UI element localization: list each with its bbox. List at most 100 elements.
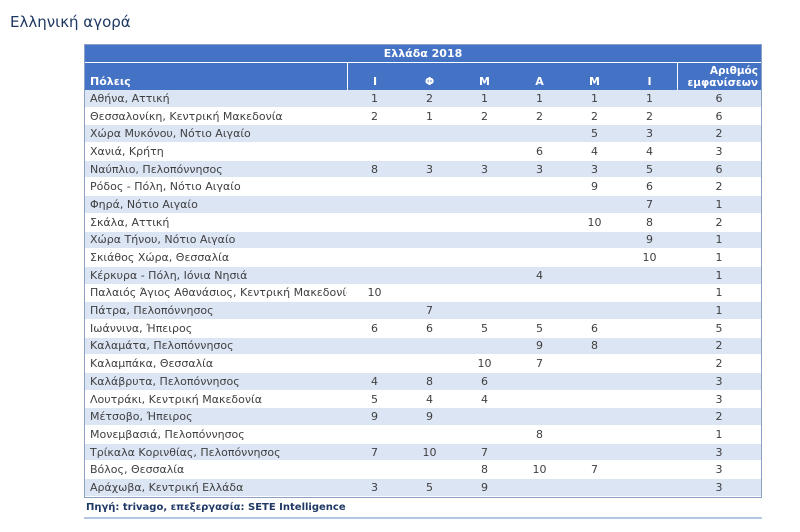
count-cell: 2: [715, 339, 723, 353]
month-value-cell: 7: [536, 357, 543, 371]
month-value-cell: 2: [646, 109, 653, 123]
city-cell: Καλάβρυτα, Πελοπόννησος: [90, 374, 240, 388]
month-value-cell: 8: [481, 463, 488, 477]
city-cell: Μονεμβασιά, Πελοπόννησος: [90, 427, 245, 441]
column-header-row: Πόλεις Ι Φ Μ Α Μ Ι Αριθμός εμφανίσεων: [85, 63, 761, 90]
count-cell: 3: [715, 463, 723, 477]
table-row: Ναύπλιο, Πελοπόννησος 8 3 3 3 3 5 6: [85, 160, 761, 179]
table-row: Πάτρα, Πελοπόννησος 7 1: [85, 302, 761, 320]
month-value-cell: 1: [371, 91, 378, 105]
count-cell: 5: [715, 321, 723, 335]
table-row: Καλάβρυτα, Πελοπόννησος 4 8 6 3: [85, 373, 761, 391]
month-column-header: Ι: [347, 63, 402, 90]
city-cell: Θεσσαλονίκη, Κεντρική Μακεδονία: [90, 109, 283, 123]
month-value-cell: 5: [371, 392, 378, 406]
month-value-cell: 2: [481, 109, 488, 123]
month-column-header: Μ: [589, 75, 600, 88]
table-row: Παλαιός Άγιος Αθανάσιος, Κεντρική Μακεδο…: [85, 284, 761, 303]
city-cell: Ρόδος - Πόλη, Νότιο Αιγαίο: [90, 180, 241, 194]
city-cell: Ιωάννινα, Ήπειρος: [90, 321, 193, 335]
month-value-cell: 7: [371, 445, 378, 459]
city-cell: Παλαιός Άγιος Αθανάσιος, Κεντρική Μακεδο…: [90, 286, 347, 300]
month-value-cell: 3: [536, 162, 543, 176]
table-row: Αράχωβα, Κεντρική Ελλάδα 3 5 9 3: [85, 479, 761, 497]
count-cell: 2: [715, 410, 723, 424]
city-cell: Τρίκαλα Κορινθίας, Πελοπόννησος: [90, 445, 281, 459]
month-value-cell: 4: [536, 268, 543, 282]
month-value-cell: 7: [646, 197, 653, 211]
table-row: Μονεμβασιά, Πελοπόννησος 8 1: [85, 426, 761, 444]
month-value-cell: 7: [591, 463, 598, 477]
table-row: Κέρκυρα - Πόλη, Ιόνια Νησιά 4 1: [85, 266, 761, 285]
city-cell: Σκιάθος Χώρα, Θεσσαλία: [90, 251, 230, 265]
month-value-cell: 10: [367, 286, 382, 300]
count-cell: 3: [715, 374, 723, 388]
count-cell: 3: [715, 144, 723, 158]
table-row: Λουτράκι, Κεντρική Μακεδονία 5 4 4 3: [85, 390, 761, 409]
month-value-cell: 2: [591, 109, 598, 123]
month-value-cell: 10: [642, 251, 657, 265]
month-value-cell: 9: [646, 233, 653, 247]
page-title: Ελληνική αγορά: [10, 13, 131, 31]
count-cell: 2: [715, 180, 723, 194]
month-value-cell: 1: [426, 109, 433, 123]
table-row: Ιωάννινα, Ήπειρος 6 6 5 5 6 5: [85, 319, 761, 338]
month-value-cell: 9: [591, 180, 598, 194]
month-value-cell: 2: [371, 109, 378, 123]
city-cell: Καλαμάτα, Πελοπόννησος: [90, 339, 234, 353]
month-column-header: Μ: [479, 75, 490, 88]
city-cell: Βόλος, Θεσσαλία: [90, 463, 185, 477]
month-value-cell: 3: [481, 162, 488, 176]
city-cell: Χώρα Τήνου, Νότιο Αιγαίο: [90, 233, 236, 247]
month-value-cell: 9: [426, 410, 433, 424]
count-cell: 3: [715, 445, 723, 459]
city-cell: Κέρκυρα - Πόλη, Ιόνια Νησιά: [90, 268, 248, 282]
month-value-cell: 9: [481, 480, 488, 494]
month-value-cell: 6: [481, 374, 488, 388]
month-column-header: Φ: [424, 75, 435, 88]
city-cell: Μέτσοβο, Ήπειρος: [90, 410, 193, 424]
table-row: Χανιά, Κρήτη 6 4 4 3: [85, 143, 761, 161]
month-value-cell: 1: [481, 91, 488, 105]
table-row: Φηρά, Νότιο Αιγαίο 7 1: [85, 196, 761, 214]
city-cell: Αθήνα, Αττική: [90, 91, 170, 105]
month-value-cell: 4: [591, 144, 598, 158]
month-value-cell: 5: [646, 162, 653, 176]
table-row: Χώρα Τήνου, Νότιο Αιγαίο 9 1: [85, 231, 761, 250]
month-value-cell: 10: [587, 215, 602, 229]
city-cell: Χώρα Μυκόνου, Νότιο Αιγαίο: [90, 127, 251, 141]
count-cell: 1: [715, 286, 723, 300]
month-value-cell: 8: [536, 427, 543, 441]
month-value-cell: 3: [371, 480, 378, 494]
count-cell: 6: [715, 162, 723, 176]
city-cell: Σκάλα, Αττική: [90, 215, 170, 229]
table-row: Αθήνα, Αττική 1 2 1 1 1 1 6: [85, 90, 761, 108]
month-value-cell: 4: [646, 144, 653, 158]
table-main: Ελλάδα 2018 Πόλεις Ι Φ Μ Α Μ Ι Αριθμός εμφανί…: [84, 44, 762, 498]
month-value-cell: 3: [646, 127, 653, 141]
month-column-header: Ι: [647, 75, 652, 88]
month-value-cell: 5: [591, 127, 598, 141]
count-cell: 1: [715, 233, 723, 247]
count-cell: 2: [715, 357, 723, 371]
month-value-cell: 5: [481, 321, 488, 335]
month-value-cell: 3: [426, 162, 433, 176]
table-row: Σκάλα, Αττική 10 8 2: [85, 213, 761, 232]
month-value-cell: 6: [536, 144, 543, 158]
footer-source: Πηγή: trivago, επεξεργασία: SETE Intelli…: [84, 498, 762, 519]
month-value-cell: 5: [426, 480, 433, 494]
month-value-cell: 7: [426, 304, 433, 318]
count-cell: 2: [715, 215, 723, 229]
month-value-cell: 8: [591, 339, 598, 353]
table-row: Καλαμπάκα, Θεσσαλία 10 7 2: [85, 355, 761, 373]
count-cell: 1: [715, 268, 723, 282]
month-value-cell: 10: [477, 357, 492, 371]
table-row: Σκιάθος Χώρα, Θεσσαλία 10 1: [85, 249, 761, 267]
market-table: Ελλάδα 2018 Πόλεις Ι Φ Μ Α Μ Ι Αριθμός εμφανί…: [84, 44, 762, 519]
month-value-cell: 9: [371, 410, 378, 424]
month-value-cell: 1: [646, 91, 653, 105]
month-value-cell: 6: [371, 321, 378, 335]
count-cell: 3: [715, 480, 723, 494]
